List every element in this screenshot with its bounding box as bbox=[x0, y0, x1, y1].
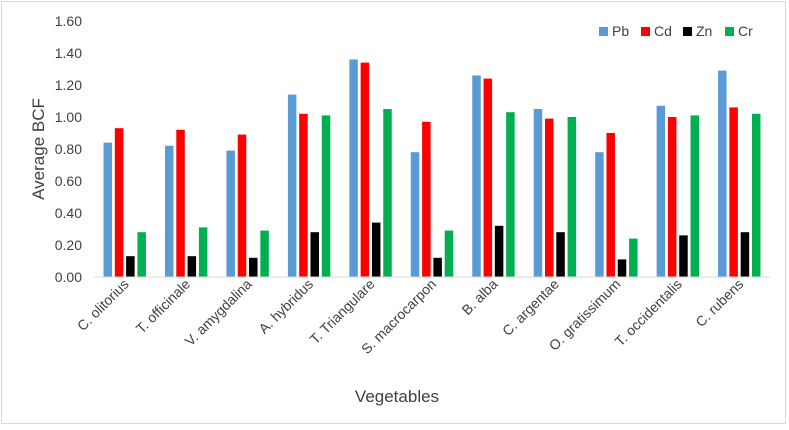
y-tick-label: 0.00 bbox=[55, 269, 82, 285]
bar-pb bbox=[349, 59, 358, 278]
bar-cr bbox=[690, 115, 700, 278]
bar-zn bbox=[556, 232, 565, 277]
bar-zn bbox=[187, 256, 197, 277]
bar-pb bbox=[718, 70, 727, 277]
y-axis-label: Average BCF bbox=[29, 98, 48, 200]
bar-chart: 0.00 0.20 0.40 0.60 0.80 1.00 1.20 1.40 1.60 C. … bbox=[29, 13, 770, 406]
bar-pb bbox=[103, 142, 113, 277]
bar-cd bbox=[299, 113, 308, 277]
bar-cd bbox=[667, 117, 677, 277]
bar-pb bbox=[472, 75, 481, 278]
legend-label-cd: Cd bbox=[654, 23, 672, 39]
bar-zn bbox=[617, 259, 627, 277]
bar-cr bbox=[137, 232, 146, 277]
bar-zn bbox=[494, 225, 504, 277]
y-axis-ticks: 0.00 0.20 0.40 0.60 0.80 1.00 1.20 1.40 1.60 bbox=[55, 13, 82, 285]
x-tick-label: B. alba bbox=[458, 276, 500, 318]
bar-cd bbox=[729, 107, 738, 278]
legend-label-pb: Pb bbox=[612, 23, 629, 39]
x-tick-label: C. argentae bbox=[499, 276, 562, 339]
legend-swatch-zn bbox=[683, 27, 692, 36]
bar-zn bbox=[740, 232, 750, 277]
y-tick-label: 1.20 bbox=[55, 77, 82, 93]
bar-cr bbox=[506, 112, 515, 277]
bar-cr bbox=[567, 117, 577, 277]
bar-zn bbox=[310, 232, 319, 277]
bar-zn bbox=[249, 257, 258, 277]
bars bbox=[103, 59, 761, 278]
bar-cd bbox=[360, 62, 370, 277]
bar-pb bbox=[226, 150, 235, 277]
x-tick-label: C. olitorius bbox=[74, 276, 132, 334]
legend-label-cr: Cr bbox=[738, 23, 753, 39]
bar-zn bbox=[371, 222, 381, 277]
bar-cd bbox=[545, 118, 554, 277]
bar-cd bbox=[114, 128, 124, 277]
bar-cr bbox=[198, 227, 208, 277]
y-tick-label: 1.40 bbox=[55, 45, 82, 61]
bar-cd bbox=[237, 134, 247, 277]
bar-zn bbox=[433, 257, 442, 277]
bar-pb bbox=[533, 109, 543, 277]
x-tick-label: A. hybridus bbox=[255, 276, 316, 337]
x-axis-label: Vegetables bbox=[355, 387, 439, 406]
x-tick-label: T. officinale bbox=[133, 276, 194, 337]
bar-cd bbox=[606, 133, 615, 277]
legend-swatch-cd bbox=[641, 27, 650, 36]
legend-label-zn: Zn bbox=[696, 23, 712, 39]
bar-pb bbox=[287, 94, 297, 277]
bar-zn bbox=[679, 235, 688, 277]
bar-pb bbox=[595, 152, 604, 277]
y-tick-label: 1.00 bbox=[55, 109, 82, 125]
bar-cd bbox=[176, 129, 185, 277]
bar-cr bbox=[444, 230, 454, 277]
y-tick-label: 0.80 bbox=[55, 141, 82, 157]
bar-pb bbox=[410, 152, 420, 277]
bar-pb bbox=[164, 145, 174, 277]
bar-zn bbox=[126, 256, 135, 277]
bar-cr bbox=[260, 230, 269, 277]
y-tick-label: 0.20 bbox=[55, 237, 82, 253]
y-tick-label: 0.60 bbox=[55, 173, 82, 189]
legend-swatch-cr bbox=[725, 27, 734, 36]
bar-cd bbox=[483, 78, 493, 277]
bar-cr bbox=[321, 115, 331, 278]
bar-cd bbox=[422, 121, 431, 277]
y-tick-label: 1.60 bbox=[55, 13, 82, 29]
bar-cr bbox=[629, 238, 638, 277]
x-tick-label: C. rubens bbox=[692, 276, 746, 330]
chart-frame: 0.00 0.20 0.40 0.60 0.80 1.00 1.20 1.40 1.60 C. … bbox=[1, 1, 786, 424]
legend: Pb Cd Zn Cr bbox=[599, 23, 753, 39]
bar-pb bbox=[656, 105, 666, 277]
bar-cr bbox=[751, 113, 761, 277]
legend-swatch-pb bbox=[599, 27, 608, 36]
y-tick-label: 0.40 bbox=[55, 205, 82, 221]
bar-cr bbox=[383, 109, 392, 277]
